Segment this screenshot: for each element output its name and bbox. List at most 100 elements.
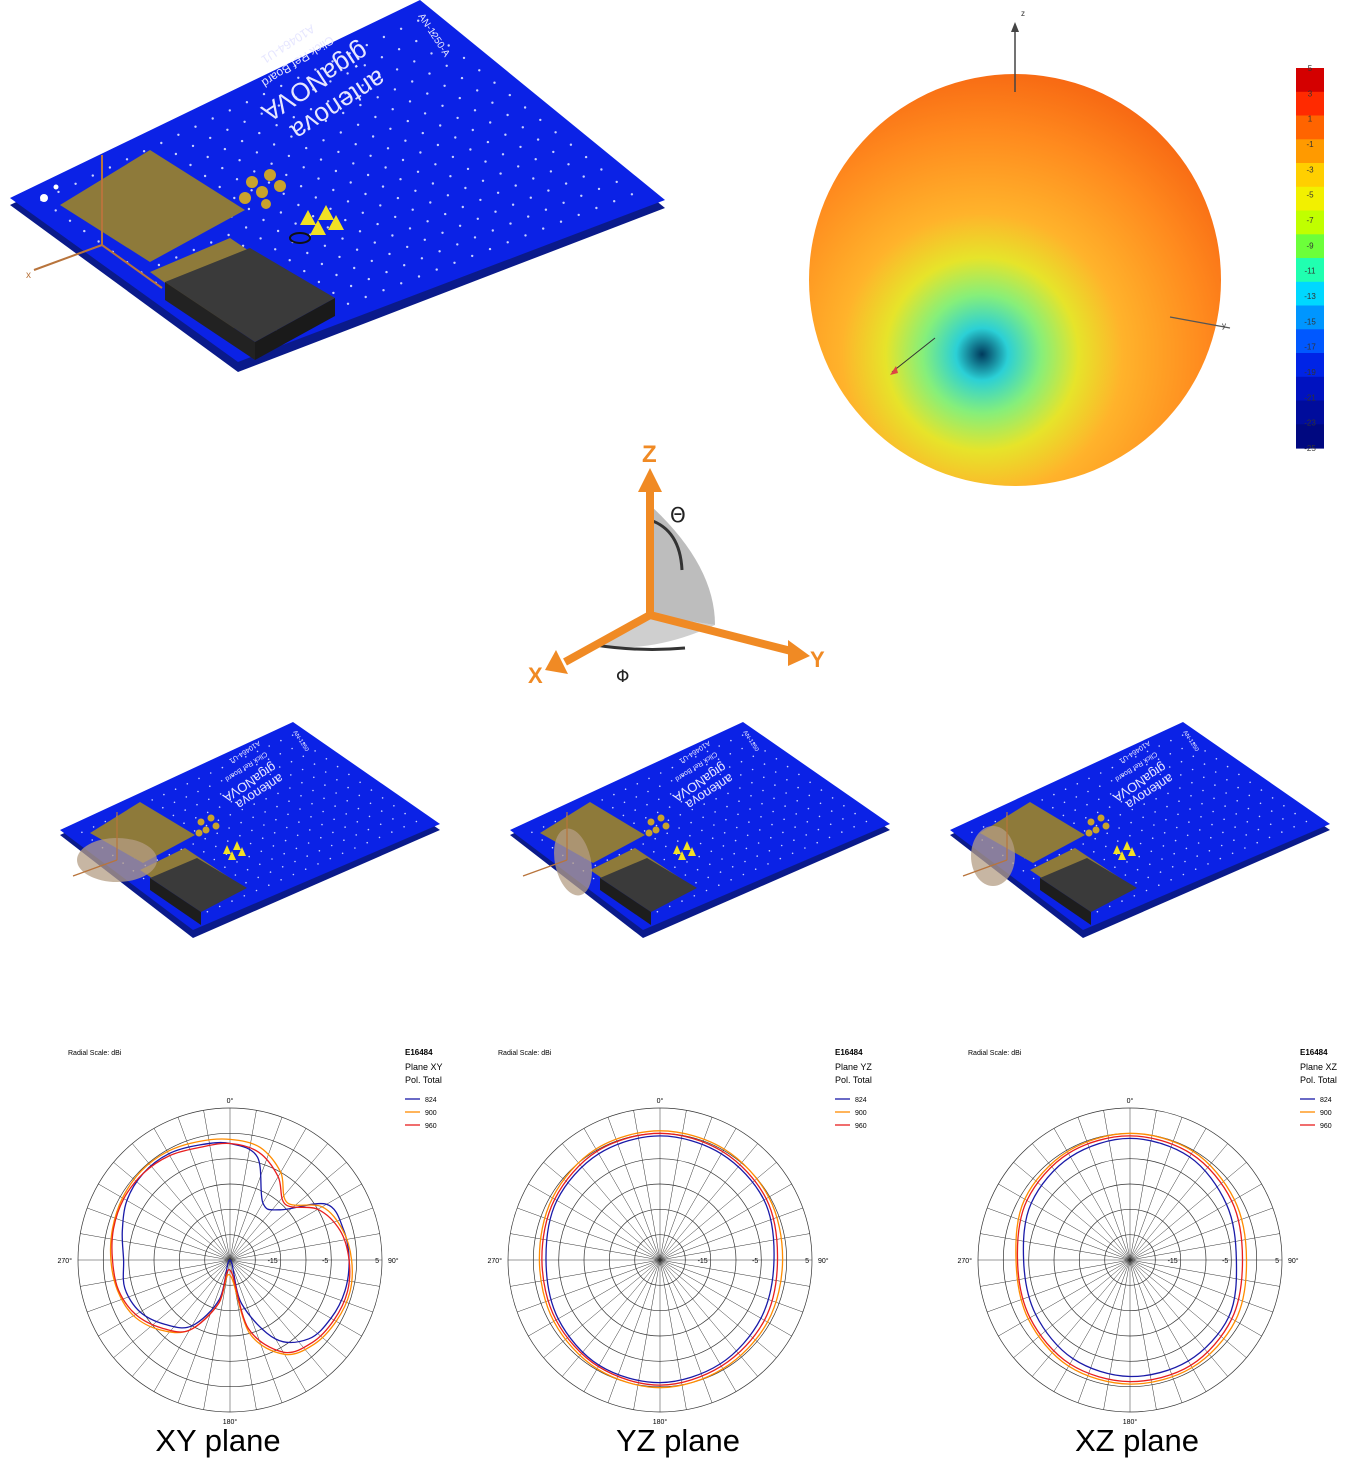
via-dot (227, 234, 229, 236)
via-dot (1035, 865, 1037, 867)
via-dot (780, 858, 782, 860)
polar-chart-xy: 0° 90° 180° 270° -15 -5 5 Radial Scale: dBi E164… (60, 1035, 460, 1365)
via-dot (194, 830, 196, 832)
small-board-svg: antenovagigaNOVAClick Ref BoardA10464-U1… (945, 720, 1340, 940)
via-dot (530, 197, 532, 199)
via-dot (686, 861, 688, 863)
via-dot (1224, 805, 1226, 807)
via-dot (593, 878, 595, 880)
via-dot (424, 112, 426, 114)
via-dot (730, 740, 732, 742)
via-dot (1165, 819, 1167, 821)
via-dot (330, 858, 332, 860)
via-dot (69, 220, 71, 222)
via-dot (335, 792, 337, 794)
via-dot (175, 256, 177, 258)
via-dot (227, 840, 229, 842)
via-dot (1147, 877, 1149, 879)
via-dot (1223, 819, 1225, 821)
via-dot (749, 808, 751, 810)
via-dot (743, 874, 745, 876)
via-dot (634, 809, 636, 811)
via-dot (1220, 858, 1222, 860)
colorbar-tick-label: -17 (1304, 343, 1316, 352)
via-dot (1118, 827, 1120, 829)
polar-grid-spoke (230, 1260, 282, 1403)
via-dot (287, 814, 289, 816)
via-dot (371, 260, 373, 262)
via-dot (1214, 784, 1216, 786)
via-dot (1283, 805, 1285, 807)
via-dot (288, 800, 290, 802)
via-dot (1173, 853, 1175, 855)
via-dot (554, 131, 556, 133)
via-dot (633, 822, 635, 824)
via-dot (289, 787, 291, 789)
via-dot (314, 750, 316, 752)
via-dot (818, 829, 820, 831)
via-dot (809, 795, 811, 797)
via-dot (1222, 832, 1224, 834)
via-dot (543, 826, 545, 828)
via-dot (347, 787, 349, 789)
via-dot (143, 150, 145, 152)
colorbar-tick-label: -13 (1304, 292, 1316, 301)
via-dot (1114, 866, 1116, 868)
via-dot (793, 839, 795, 841)
legend-entry-900: 900 (425, 1110, 437, 1117)
polar-radial-tick-label: 5 (805, 1258, 809, 1265)
via-dot (369, 155, 371, 157)
via-dot (729, 766, 731, 768)
via-dot (1216, 758, 1218, 760)
polar-radial-tick-label: -15 (268, 1258, 278, 1265)
via-dot (1198, 842, 1200, 844)
via-dot (198, 778, 200, 780)
via-dot (786, 779, 788, 781)
via-dot (1166, 806, 1168, 808)
via-dot (493, 82, 495, 84)
via-dot (196, 804, 198, 806)
via-dot (709, 864, 711, 866)
polar-grid-spoke (1130, 1260, 1273, 1312)
via-dot (482, 180, 484, 182)
via-dot (1232, 853, 1234, 855)
via-dot (441, 232, 443, 234)
via-dot (253, 170, 255, 172)
via-dot (1041, 799, 1043, 801)
via-dot (694, 895, 696, 897)
polar-angle-label: 90° (388, 1257, 399, 1265)
via-dot (648, 778, 650, 780)
via-dot (701, 830, 703, 832)
reference-board-illustration: antenova gigaNOVA Click Ref Board A10464… (0, 0, 680, 380)
x-axis-label: X (528, 663, 543, 688)
via-dot (317, 177, 319, 179)
via-dot (224, 866, 226, 868)
via-dot (226, 129, 228, 131)
via-dot (669, 806, 671, 808)
via-dot (256, 151, 258, 153)
via-dot (313, 777, 315, 779)
via-dot (1047, 859, 1049, 861)
polar-angle-label: 270° (58, 1257, 73, 1265)
via-dot (393, 805, 395, 807)
via-dot (1108, 819, 1110, 821)
via-dot (274, 248, 276, 250)
via-dot (359, 230, 361, 232)
via-dot (664, 859, 666, 861)
legend-entry-900: 900 (855, 1110, 867, 1117)
via-dot (412, 209, 414, 211)
via-dot (517, 165, 519, 167)
via-dot (300, 185, 302, 187)
via-dot (343, 839, 345, 841)
via-dot (303, 166, 305, 168)
via-dot (273, 845, 275, 847)
sphere-colorbar: 531-1-3-5-7-9-11-13-15-17-19-21-23-25 (1296, 64, 1324, 453)
via-dot (280, 740, 282, 742)
via-dot (702, 817, 704, 819)
via-dot (740, 774, 742, 776)
via-dot (1225, 792, 1227, 794)
y-axis-label: Y (810, 647, 825, 672)
via-dot (438, 250, 440, 252)
via-dot (324, 245, 326, 247)
via-dot (1063, 815, 1065, 817)
